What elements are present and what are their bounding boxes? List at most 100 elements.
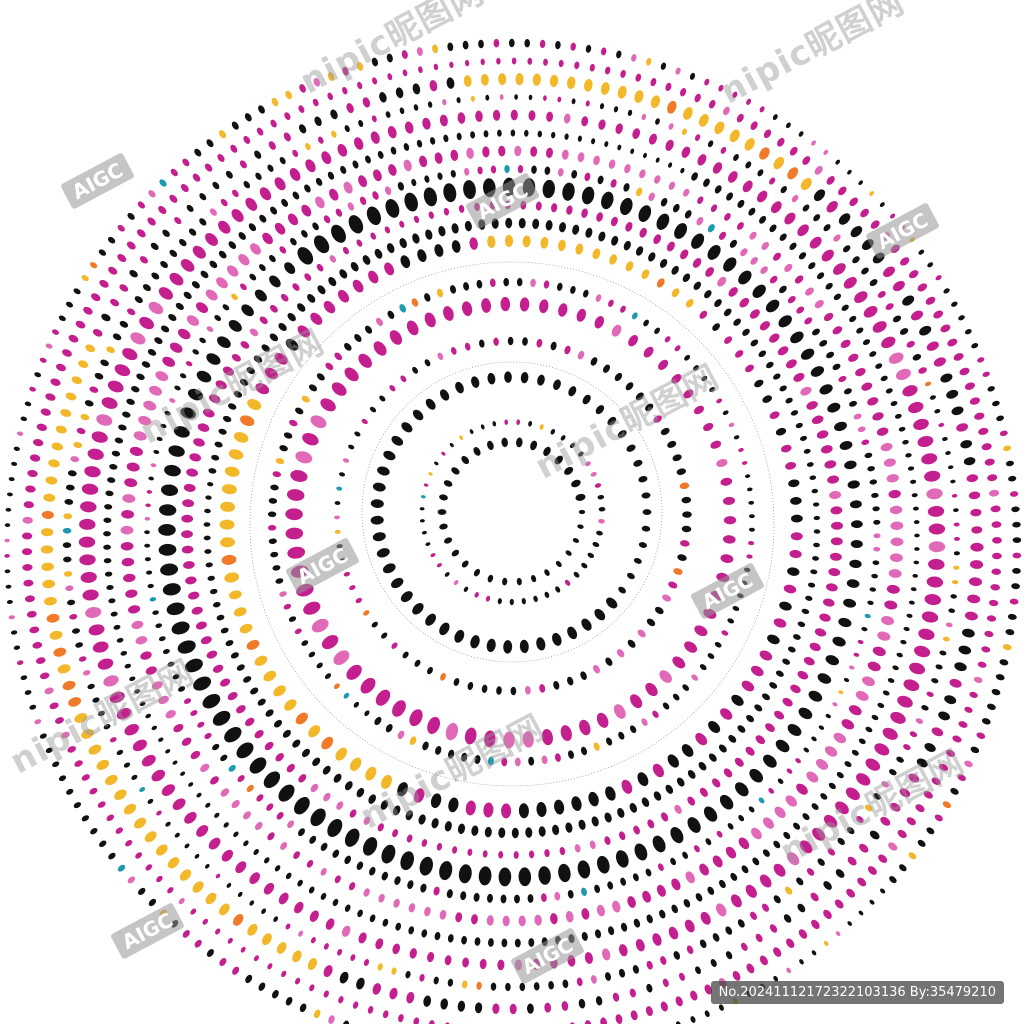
dot [577,152,585,163]
dot [892,665,899,671]
dot [538,866,551,885]
dot [746,98,752,105]
dot [170,168,178,177]
dot [239,160,247,169]
dot [848,353,859,362]
dot [879,202,885,208]
dot [544,1002,552,1013]
dot [478,39,484,49]
dot [377,466,390,476]
dot [267,963,273,970]
dot [886,584,900,594]
dot [412,603,424,615]
dot [593,742,600,751]
dot [769,333,780,343]
dot [145,503,151,508]
dot [394,876,401,885]
dot [819,613,831,622]
dot [550,429,556,435]
dot [372,983,381,995]
dot [786,768,793,774]
dot [691,172,698,181]
dot [447,749,455,759]
dot [623,240,631,251]
dot [787,723,802,737]
dot [337,143,348,157]
dot [563,113,571,124]
dot [103,675,119,687]
dot [167,857,180,869]
dot [819,384,833,395]
dot [414,659,421,667]
dot [430,553,436,558]
dot [779,233,787,241]
dot [342,1020,350,1024]
dot [259,316,268,325]
dot [707,653,715,660]
dot [699,863,709,876]
dot [775,427,787,436]
dot [667,754,680,768]
dot [800,178,812,190]
dot [531,165,537,174]
dot [504,164,510,174]
dot [404,192,418,212]
dot [322,765,331,775]
dot [469,237,478,250]
dot [179,869,192,881]
dot [358,932,367,944]
dot [543,58,548,66]
dot [811,919,820,930]
dot [156,875,163,883]
dot [596,212,603,222]
dot [436,563,442,568]
dot [703,178,710,187]
dot [217,153,225,163]
dot [748,514,755,519]
dot [668,162,673,168]
dot [151,681,163,690]
dot [555,560,562,568]
dot [307,958,318,970]
dot [599,103,605,110]
dot [446,889,453,899]
dot [289,168,301,181]
dot [722,535,736,544]
dot [509,1003,517,1015]
dot [668,926,679,940]
dot [576,977,583,987]
dot [881,336,896,349]
dot [902,295,915,306]
dot [156,810,162,816]
dot [159,504,177,516]
dot [950,594,957,599]
dot [596,904,605,917]
dot [830,506,843,515]
dot [645,868,652,877]
dot [546,111,554,122]
dot [147,798,154,804]
dot [153,449,160,455]
dot [723,308,732,317]
dot [99,279,109,288]
dot [790,684,801,694]
dot [910,587,917,592]
dot [386,243,395,254]
dot [667,440,677,448]
dot [397,782,408,797]
dot [67,470,77,477]
dot [736,222,744,230]
dot [748,207,756,216]
dot [825,713,831,719]
dot [8,477,15,482]
dot [233,390,243,398]
dot [710,204,718,212]
dot [551,203,558,213]
dot [653,791,662,801]
dot [543,446,551,457]
dot [464,59,470,67]
dot [440,672,446,681]
dot [78,536,96,548]
dot [571,170,578,179]
dot [160,260,168,269]
